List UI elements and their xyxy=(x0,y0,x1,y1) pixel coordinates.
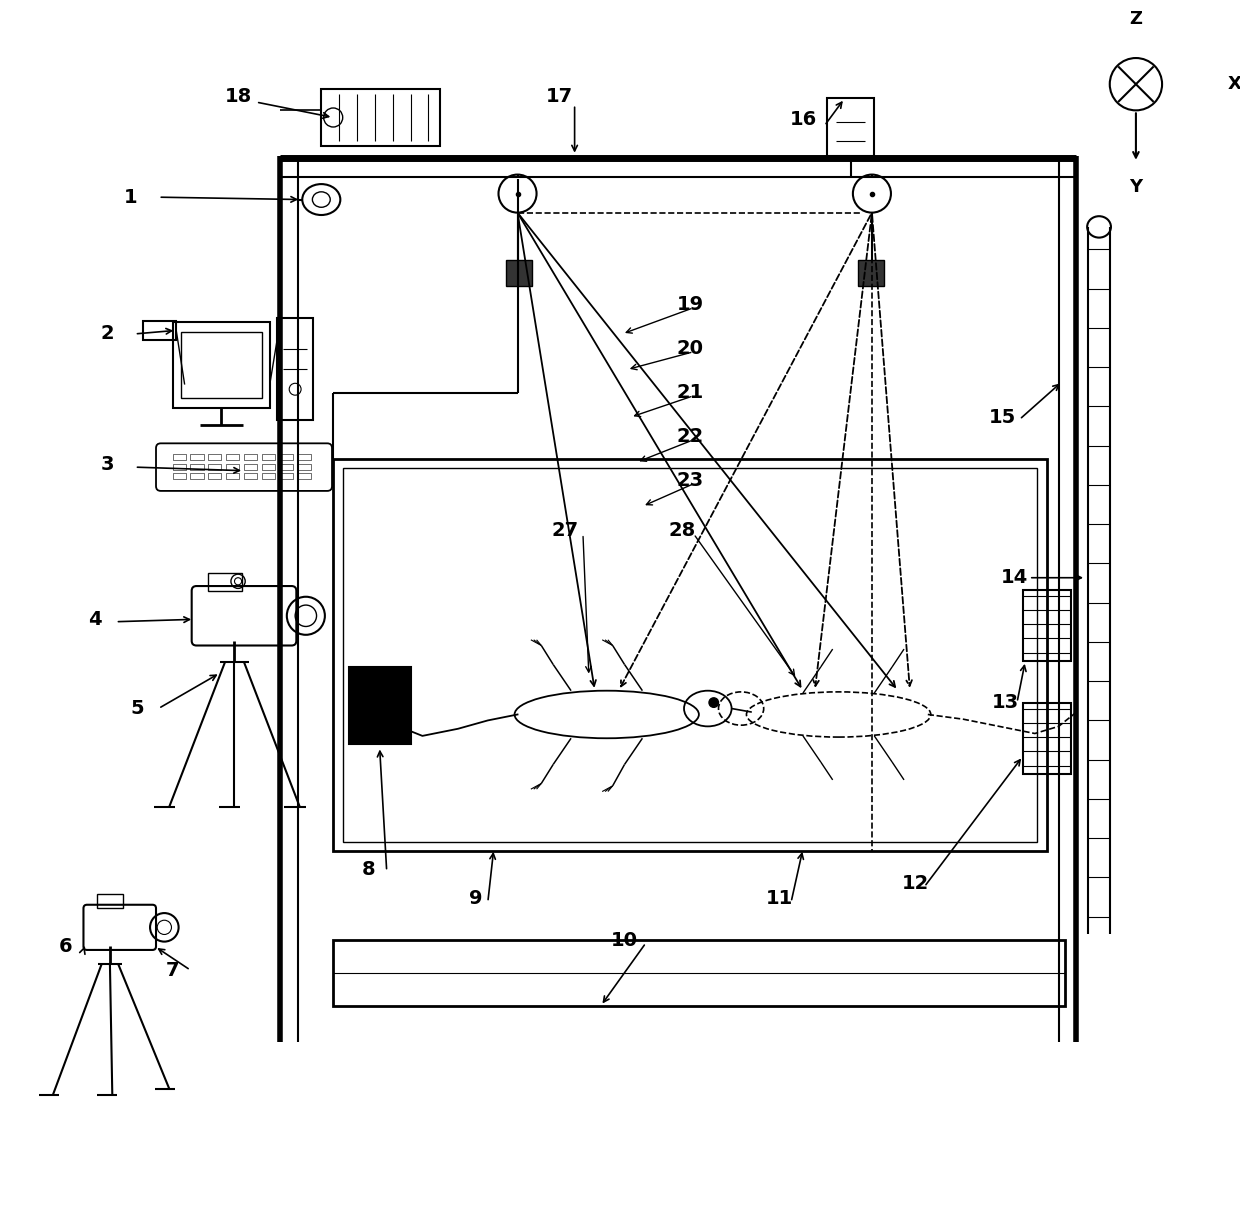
Bar xyxy=(208,463,222,469)
Text: 10: 10 xyxy=(611,931,639,950)
Text: 11: 11 xyxy=(765,890,792,908)
Bar xyxy=(208,455,222,459)
Bar xyxy=(278,318,312,420)
Bar xyxy=(244,473,257,479)
Bar xyxy=(97,893,123,908)
Bar xyxy=(208,473,222,479)
Bar xyxy=(334,458,1047,851)
Text: 14: 14 xyxy=(1001,568,1028,588)
Text: 17: 17 xyxy=(546,87,573,105)
Text: 3: 3 xyxy=(100,456,114,474)
Text: Y: Y xyxy=(1130,179,1142,196)
Text: 4: 4 xyxy=(88,609,102,629)
Text: 21: 21 xyxy=(676,383,703,401)
Bar xyxy=(280,473,293,479)
Bar xyxy=(181,331,262,398)
Bar xyxy=(172,463,186,469)
Bar xyxy=(226,473,239,479)
Bar xyxy=(244,455,257,459)
Text: 20: 20 xyxy=(677,339,703,358)
Bar xyxy=(191,473,203,479)
Bar xyxy=(342,468,1037,841)
Bar xyxy=(262,473,275,479)
Bar xyxy=(172,322,270,407)
Text: 15: 15 xyxy=(990,407,1017,427)
Text: 19: 19 xyxy=(676,295,703,313)
Text: 13: 13 xyxy=(992,693,1019,712)
Text: Z: Z xyxy=(1130,11,1142,28)
Text: 16: 16 xyxy=(790,110,817,129)
Text: X: X xyxy=(1228,75,1240,93)
Circle shape xyxy=(709,698,718,707)
Bar xyxy=(191,463,203,469)
Bar xyxy=(1023,590,1070,661)
Bar xyxy=(143,320,176,340)
Bar xyxy=(858,260,884,287)
Bar xyxy=(191,455,203,459)
Bar xyxy=(298,473,310,479)
Text: 22: 22 xyxy=(676,427,703,446)
Text: 5: 5 xyxy=(130,699,144,718)
Text: 12: 12 xyxy=(903,874,930,892)
Bar xyxy=(334,941,1065,1006)
Bar xyxy=(321,89,440,146)
Bar xyxy=(827,98,874,156)
Text: 6: 6 xyxy=(58,937,72,956)
Bar xyxy=(262,455,275,459)
Bar xyxy=(172,455,186,459)
Bar xyxy=(298,463,310,469)
Bar xyxy=(226,455,239,459)
Bar xyxy=(348,667,410,745)
Bar xyxy=(506,260,532,287)
Bar xyxy=(226,463,239,469)
Text: 23: 23 xyxy=(676,470,703,490)
Text: 28: 28 xyxy=(668,521,696,539)
Bar xyxy=(280,463,293,469)
Text: 18: 18 xyxy=(224,87,252,105)
Bar xyxy=(244,463,257,469)
Text: 7: 7 xyxy=(166,961,180,979)
Text: 2: 2 xyxy=(100,324,114,343)
Text: 1: 1 xyxy=(124,187,138,207)
Bar xyxy=(298,455,310,459)
Bar xyxy=(280,455,293,459)
Bar xyxy=(208,573,242,591)
Text: 8: 8 xyxy=(362,860,376,879)
Text: 27: 27 xyxy=(552,521,579,539)
Bar xyxy=(262,463,275,469)
Bar xyxy=(172,473,186,479)
Bar xyxy=(1023,702,1070,774)
Text: 9: 9 xyxy=(469,890,482,908)
